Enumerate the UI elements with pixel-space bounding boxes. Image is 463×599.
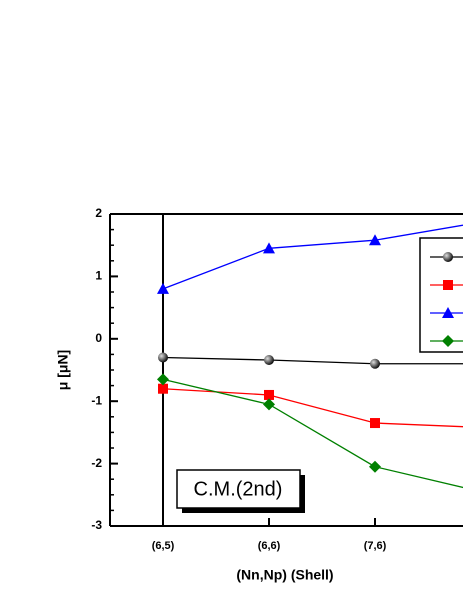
- marker: [442, 307, 454, 318]
- series-line: [162, 378, 463, 489]
- marker: [263, 242, 275, 254]
- series-line: [162, 356, 463, 365]
- annotation-text: C.M.(2nd): [194, 478, 283, 500]
- marker: [264, 389, 274, 400]
- x-tick-label: (6,5): [152, 540, 175, 552]
- marker: [264, 355, 274, 366]
- y-tick-label: 0: [95, 331, 102, 345]
- marker: [263, 398, 275, 411]
- marker: [370, 418, 380, 429]
- y-axis-label: μ [μN]: [55, 350, 71, 390]
- marker: [369, 234, 381, 246]
- marker: [157, 282, 169, 294]
- marker: [157, 373, 169, 386]
- x-tick-label: (6,6): [258, 540, 281, 552]
- marker: [369, 460, 381, 473]
- y-tick-label: -2: [91, 456, 102, 470]
- marker: [158, 383, 168, 394]
- marker: [370, 358, 380, 369]
- series-line: [162, 224, 463, 290]
- annotation: C.M.(2nd): [176, 469, 305, 513]
- x-axis-label: (Nn,Np) (Shell): [236, 567, 333, 583]
- marker: [158, 352, 168, 363]
- legend-box: [419, 237, 463, 353]
- marker: [442, 335, 454, 347]
- y-tick-label: 2: [95, 206, 102, 220]
- marker: [443, 280, 453, 290]
- x-tick-label: (7,6): [364, 540, 387, 552]
- plot-frame: [109, 213, 463, 527]
- y-tick-label: -1: [91, 393, 102, 407]
- plot: [157, 224, 463, 489]
- y-tick-label: -3: [91, 518, 102, 532]
- series-line: [162, 388, 463, 428]
- marker: [443, 252, 453, 262]
- y-tick-label: 1: [95, 269, 102, 283]
